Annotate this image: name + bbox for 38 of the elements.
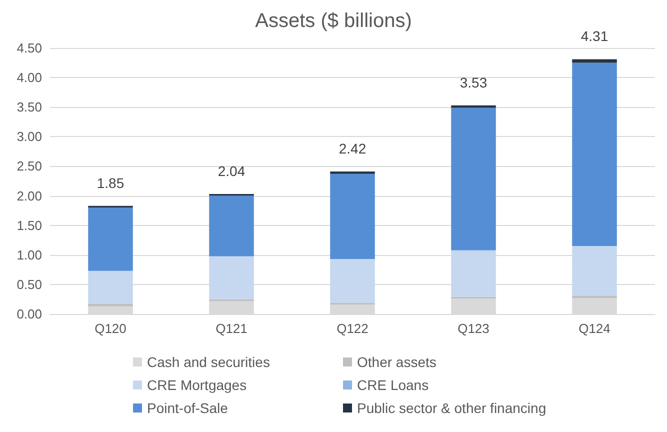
- legend-label: CRE Mortgages: [147, 377, 247, 393]
- legend-label: Public sector & other financing: [357, 400, 546, 416]
- total-label: 2.42: [338, 140, 366, 157]
- total-label: 1.85: [96, 174, 124, 191]
- bar: [451, 108, 496, 250]
- y-tick-label: 2.00: [16, 188, 42, 204]
- bar: [88, 208, 133, 271]
- y-tick-label: 1.50: [16, 218, 42, 233]
- y-tick-label: 0.00: [16, 306, 42, 322]
- x-tick-label: Q124: [578, 321, 610, 336]
- y-tick-label: 0.50: [16, 276, 42, 292]
- legend-label: Other assets: [357, 354, 436, 370]
- x-tick-label: Q122: [336, 321, 368, 336]
- bar: [572, 62, 617, 246]
- y-tick-label: 4.00: [16, 70, 42, 86]
- bar: [330, 259, 375, 303]
- x-tick-label: Q123: [458, 321, 490, 336]
- y-tick-label: 3.00: [16, 129, 42, 144]
- bar: [209, 256, 254, 300]
- legend-label: Cash and securities: [147, 354, 270, 370]
- x-tick-label: Q121: [216, 321, 248, 336]
- total-label: 3.53: [460, 74, 488, 90]
- legend-label: Point-of-Sale: [147, 400, 228, 416]
- total-label: 4.31: [580, 28, 608, 44]
- legend-label: CRE Loans: [357, 377, 429, 393]
- bar: [572, 246, 617, 296]
- bar: [451, 250, 496, 297]
- bar: [572, 59, 617, 63]
- bar: [330, 174, 375, 260]
- bar: [209, 196, 254, 256]
- y-tick-label: 3.50: [16, 100, 42, 115]
- y-tick-label: 2.50: [16, 158, 42, 174]
- x-tick-label: Q120: [94, 321, 126, 336]
- y-tick-label: 1.00: [16, 247, 42, 262]
- y-tick-label: 4.50: [16, 40, 42, 56]
- bar: [88, 270, 133, 304]
- chart-title: Assets ($ billions): [255, 10, 412, 32]
- total-label: 2.04: [218, 163, 246, 180]
